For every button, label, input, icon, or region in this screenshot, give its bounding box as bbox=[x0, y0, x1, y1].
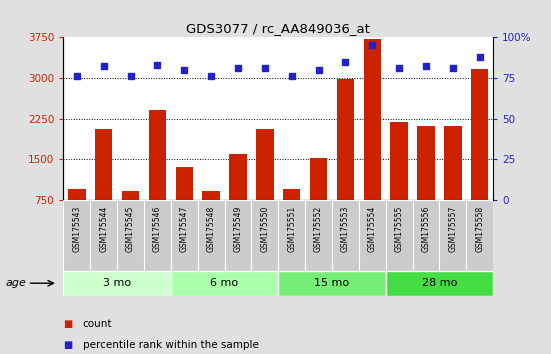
Point bbox=[72, 73, 81, 79]
Bar bbox=[229, 154, 247, 241]
Bar bbox=[225, 200, 251, 271]
Point bbox=[234, 65, 242, 71]
Text: GSM175556: GSM175556 bbox=[422, 206, 430, 252]
Point bbox=[395, 65, 403, 71]
Bar bbox=[95, 130, 112, 241]
Bar bbox=[117, 200, 144, 271]
Bar bbox=[122, 191, 139, 241]
Bar bbox=[90, 200, 117, 271]
Text: GSM175555: GSM175555 bbox=[395, 206, 404, 252]
Bar bbox=[364, 39, 381, 241]
Text: age: age bbox=[6, 278, 26, 288]
Bar bbox=[68, 189, 85, 241]
Text: GSM175543: GSM175543 bbox=[72, 206, 82, 252]
Point bbox=[368, 42, 377, 48]
Point bbox=[99, 64, 108, 69]
Bar bbox=[413, 200, 439, 271]
Point bbox=[287, 73, 296, 79]
Text: GSM175551: GSM175551 bbox=[287, 206, 296, 252]
Text: GSM175553: GSM175553 bbox=[341, 206, 350, 252]
Bar bbox=[171, 271, 278, 296]
Text: GSM175558: GSM175558 bbox=[475, 206, 484, 252]
Bar bbox=[63, 271, 171, 296]
Bar bbox=[256, 130, 273, 241]
Text: ■: ■ bbox=[63, 340, 73, 350]
Point bbox=[261, 65, 269, 71]
Bar bbox=[332, 200, 359, 271]
Bar bbox=[359, 200, 386, 271]
Text: GSM175557: GSM175557 bbox=[449, 206, 457, 252]
Text: GSM175544: GSM175544 bbox=[99, 206, 108, 252]
Text: 15 mo: 15 mo bbox=[315, 278, 349, 288]
Bar bbox=[198, 200, 224, 271]
Text: GSM175546: GSM175546 bbox=[153, 206, 162, 252]
Point bbox=[207, 73, 215, 79]
Bar bbox=[283, 189, 300, 241]
Text: GSM175550: GSM175550 bbox=[260, 206, 269, 252]
Bar bbox=[305, 200, 332, 271]
Point bbox=[422, 64, 430, 69]
Text: GSM175548: GSM175548 bbox=[207, 206, 215, 252]
Bar bbox=[144, 200, 171, 271]
Bar bbox=[386, 271, 493, 296]
Text: GSM175552: GSM175552 bbox=[314, 206, 323, 252]
Bar bbox=[310, 158, 327, 241]
Bar bbox=[386, 200, 413, 271]
Bar bbox=[466, 200, 493, 271]
Point bbox=[126, 73, 135, 79]
Text: GSM175549: GSM175549 bbox=[234, 206, 242, 252]
Text: 3 mo: 3 mo bbox=[103, 278, 131, 288]
Bar bbox=[417, 126, 435, 241]
Bar bbox=[440, 200, 466, 271]
Text: count: count bbox=[83, 319, 112, 329]
Bar bbox=[471, 69, 488, 241]
Title: GDS3077 / rc_AA849036_at: GDS3077 / rc_AA849036_at bbox=[186, 22, 370, 35]
Point bbox=[341, 59, 350, 64]
Point bbox=[476, 54, 484, 59]
Text: GSM175554: GSM175554 bbox=[368, 206, 377, 252]
Bar bbox=[202, 191, 220, 241]
Bar bbox=[391, 122, 408, 241]
Bar bbox=[278, 200, 305, 271]
Text: ■: ■ bbox=[63, 319, 73, 329]
Bar bbox=[278, 271, 386, 296]
Point bbox=[180, 67, 188, 73]
Bar bbox=[63, 200, 90, 271]
Point bbox=[153, 62, 162, 68]
Text: 28 mo: 28 mo bbox=[422, 278, 457, 288]
Text: GSM175545: GSM175545 bbox=[126, 206, 135, 252]
Bar bbox=[251, 200, 278, 271]
Text: percentile rank within the sample: percentile rank within the sample bbox=[83, 340, 258, 350]
Bar bbox=[337, 79, 354, 241]
Bar bbox=[176, 167, 193, 241]
Bar bbox=[171, 200, 198, 271]
Bar bbox=[444, 126, 462, 241]
Point bbox=[449, 65, 457, 71]
Text: GSM175547: GSM175547 bbox=[180, 206, 189, 252]
Point bbox=[314, 67, 323, 73]
Bar bbox=[149, 110, 166, 241]
Text: 6 mo: 6 mo bbox=[210, 278, 239, 288]
